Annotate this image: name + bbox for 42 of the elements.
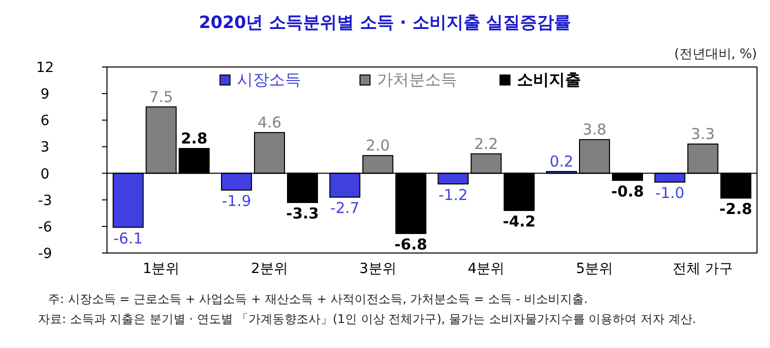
data-label: -1.9: [222, 192, 252, 210]
x-tick-label: 1분위: [142, 261, 180, 277]
y-tick-label: -9: [38, 246, 52, 262]
y-tick-label: -6: [38, 219, 52, 236]
data-label: -3.3: [286, 204, 319, 223]
legend-label: 가처분소득: [377, 70, 457, 89]
text: 주: 시장소득 = 근로소득 + 사업소득 + 재산소득 + 사적이전소득, 가처분소득 = 소득 - 비소비지출.: [48, 292, 588, 306]
data-label: 0.2: [550, 152, 574, 171]
text: 자료: 소득과 지출은 분기별 · 연도별 「가계동향조사」(1인 이상 전체가구), 물가는 소비자물가지수를 이용하여 저자 계산.: [38, 312, 696, 326]
text: (전년대비, %): [674, 47, 757, 62]
y-tick-label: 6: [40, 113, 50, 130]
legend-item: 소비지출: [500, 70, 581, 89]
legend-item: 시장소득: [220, 70, 301, 89]
x-tick-label: 전체 가구: [672, 261, 734, 277]
data-label: 7.5: [149, 88, 174, 106]
data-label: -0.8: [611, 182, 644, 200]
data-label: 2.8: [180, 129, 208, 148]
x-tick-label: 3분위: [359, 261, 396, 277]
data-label: 3.3: [690, 125, 715, 144]
y-tick-label: 9: [40, 86, 50, 103]
data-label: 2.2: [474, 134, 498, 153]
data-label: -6.8: [394, 236, 428, 254]
data-label: 2.0: [366, 136, 390, 155]
y-tick-label: 3: [40, 140, 50, 156]
data-label: -2.8: [719, 200, 752, 218]
title: 2020년 소득분위별 소득 · 소비지출 실질증감률: [198, 13, 572, 33]
data-label: -2.7: [330, 199, 360, 218]
data-label: 4.6: [258, 114, 282, 132]
legend-label: 소비지출: [517, 70, 581, 89]
data-label: -6.1: [114, 229, 143, 248]
y-tick-label: 12: [36, 60, 54, 76]
legend-label: 시장소득: [237, 70, 301, 89]
legend-item: 가처분소득: [360, 70, 457, 89]
data-label: -4.2: [502, 212, 536, 230]
x-tick-label: 2분위: [251, 261, 288, 277]
y-tick-label: 0: [40, 166, 50, 182]
data-label: -1.2: [438, 186, 468, 204]
x-tick-label: 4분위: [468, 261, 505, 277]
y-tick-label: -3: [38, 192, 52, 209]
x-tick-label: 5분위: [576, 261, 613, 277]
data-label: 3.8: [582, 120, 606, 139]
data-label: -1.0: [655, 184, 684, 202]
